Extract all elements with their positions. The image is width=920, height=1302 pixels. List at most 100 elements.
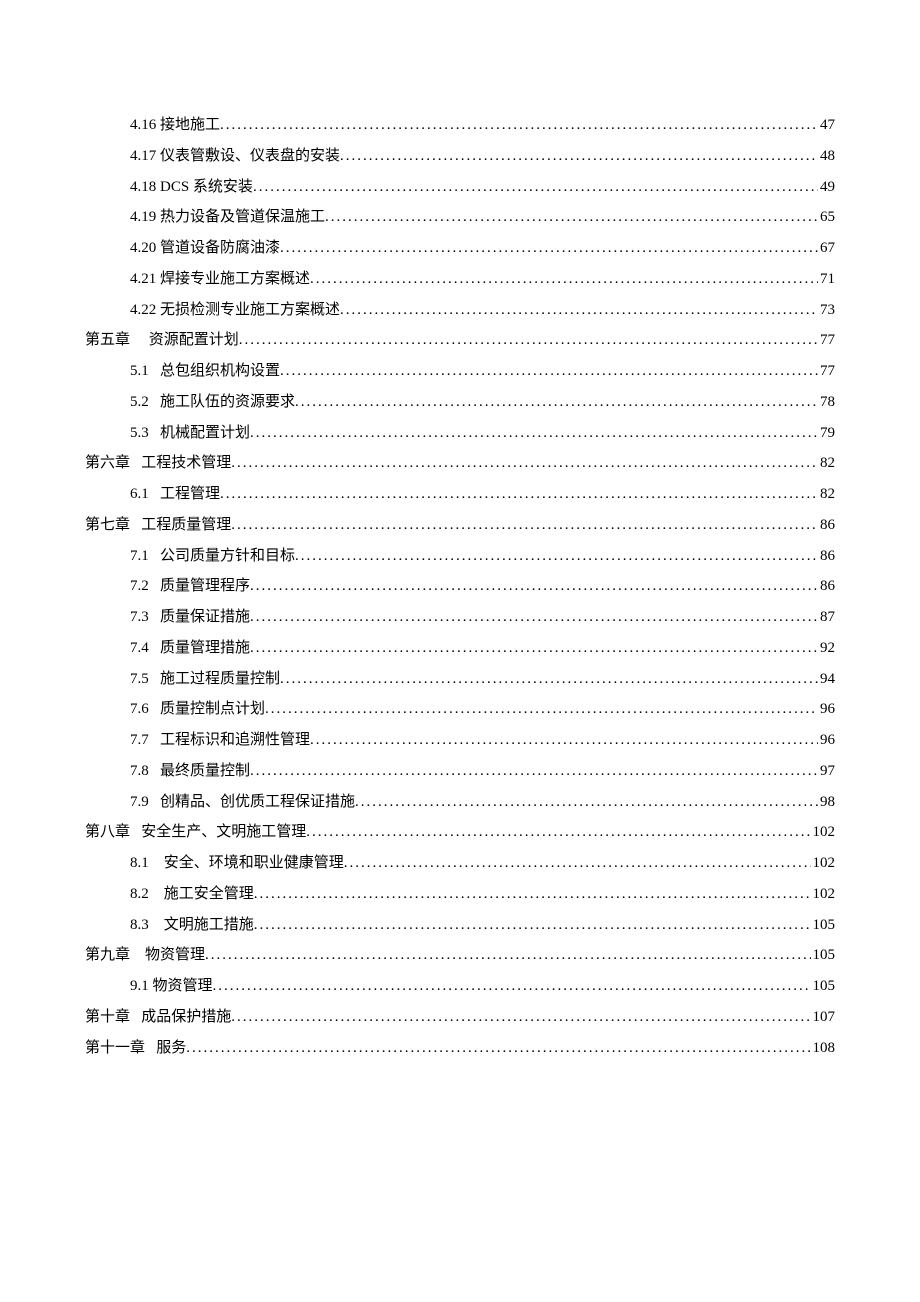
toc-entry: 7.7 工程标识和追溯性管理96 — [85, 725, 835, 756]
toc-entry: 5.2 施工队伍的资源要求78 — [85, 387, 835, 418]
toc-entry-title: 服务 — [156, 1033, 186, 1064]
toc-dot-leader — [254, 879, 811, 910]
toc-entry-sep — [130, 817, 141, 848]
toc-entry-page: 77 — [818, 325, 835, 356]
toc-entry-number: 5.2 — [130, 387, 149, 418]
toc-entry-title: 质量管理程序 — [160, 571, 250, 602]
toc-entry-sep — [149, 725, 160, 756]
toc-entry-page: 96 — [818, 694, 835, 725]
toc-entry-number: 第六章 — [85, 448, 130, 479]
toc-entry: 7.2 质量管理程序 86 — [85, 571, 835, 602]
toc-entry-title: 工程质量管理 — [141, 510, 231, 541]
toc-entry: 6.1 工程管理82 — [85, 479, 835, 510]
toc-entry-title: 管道设备防腐油漆 — [160, 233, 280, 264]
toc-entry: 5.1 总包组织机构设置77 — [85, 356, 835, 387]
toc-entry-page: 79 — [818, 418, 835, 449]
toc-dot-leader — [220, 110, 818, 141]
toc-entry: 5.3 机械配置计划79 — [85, 418, 835, 449]
toc-entry-page: 77 — [818, 356, 835, 387]
toc-entry: 7.3 质量保证措施87 — [85, 602, 835, 633]
toc-entry-number: 7.9 — [130, 787, 149, 818]
toc-entry-number: 7.6 — [130, 694, 149, 725]
toc-entry-sep — [130, 940, 145, 971]
toc-entry-number: 7.2 — [130, 571, 149, 602]
toc-entry: 第八章 安全生产、文明施工管理 102 — [85, 817, 835, 848]
toc-dot-leader — [344, 848, 811, 879]
toc-dot-leader — [280, 356, 818, 387]
toc-entry: 第十章 成品保护措施107 — [85, 1002, 835, 1033]
toc-entry-title: 接地施工 — [160, 110, 220, 141]
toc-entry: 4.17 仪表管敷设、仪表盘的安装48 — [85, 141, 835, 172]
toc-dot-leader — [186, 1033, 810, 1064]
toc-entry: 4.22 无损检测专业施工方案概述73 — [85, 295, 835, 326]
toc-entry-number: 8.1 — [130, 848, 149, 879]
toc-entry-page: 105 — [811, 910, 836, 941]
toc-entry-title: DCS 系统安装 — [160, 172, 253, 203]
toc-entry: 第七章 工程质量管理86 — [85, 510, 835, 541]
toc-entry-sep — [130, 510, 141, 541]
toc-entry-sep — [149, 848, 164, 879]
toc-entry-title: 资源配置计划 — [149, 325, 239, 356]
toc-entry-number: 第九章 — [85, 940, 130, 971]
toc-entry-number: 第十章 — [85, 1002, 130, 1033]
toc-entry-title: 施工安全管理 — [164, 879, 254, 910]
toc-entry-number: 4.19 — [130, 202, 156, 233]
toc-dot-leader — [265, 694, 818, 725]
toc-dot-leader — [250, 418, 818, 449]
toc-entry-sep — [149, 879, 164, 910]
toc-dot-leader — [250, 756, 818, 787]
toc-entry-page: 105 — [811, 940, 836, 971]
toc-entry: 第十一章 服务 108 — [85, 1033, 835, 1064]
toc-entry: 8.3 文明施工措施105 — [85, 910, 835, 941]
toc-entry-page: 108 — [811, 1033, 836, 1064]
toc-entry-page: 86 — [818, 571, 835, 602]
toc-entry-title: 公司质量方针和目标 — [160, 541, 295, 572]
toc-dot-leader — [295, 541, 818, 572]
toc-entry-page: 48 — [818, 141, 835, 172]
toc-entry-page: 94 — [818, 664, 835, 695]
toc-entry-number: 4.18 — [130, 172, 156, 203]
toc-entry: 第六章 工程技术管理82 — [85, 448, 835, 479]
toc-dot-leader — [231, 1002, 810, 1033]
toc-entry-number: 第八章 — [85, 817, 130, 848]
toc-entry-number: 第十一章 — [85, 1033, 145, 1064]
toc-entry-sep — [149, 664, 160, 695]
toc-entry: 4.20 管道设备防腐油漆67 — [85, 233, 835, 264]
toc-entry-title: 物资管理 — [153, 971, 213, 1002]
toc-entry-sep — [149, 356, 160, 387]
toc-entry-title: 质量控制点计划 — [160, 694, 265, 725]
toc-entry-page: 98 — [818, 787, 835, 818]
toc-entry-title: 焊接专业施工方案概述 — [160, 264, 310, 295]
toc-entry-title: 成品保护措施 — [141, 1002, 231, 1033]
toc-entry-page: 82 — [818, 448, 835, 479]
toc-entry-title: 安全生产、文明施工管理 — [141, 817, 306, 848]
toc-entry-page: 82 — [818, 479, 835, 510]
toc-entry-sep — [130, 1002, 141, 1033]
toc-dot-leader — [355, 787, 818, 818]
toc-entry-number: 4.17 — [130, 141, 156, 172]
toc-entry: 7.5 施工过程质量控制94 — [85, 664, 835, 695]
toc-entry-number: 第七章 — [85, 510, 130, 541]
toc-entry-title: 物资管理 — [145, 940, 205, 971]
toc-dot-leader — [250, 602, 818, 633]
toc-entry-number: 7.8 — [130, 756, 149, 787]
toc-entry: 9.1 物资管理105 — [85, 971, 835, 1002]
toc-entry-sep — [149, 479, 160, 510]
toc-entry: 4.19 热力设备及管道保温施工65 — [85, 202, 835, 233]
toc-entry-number: 4.22 — [130, 295, 156, 326]
toc-entry-number: 8.3 — [130, 910, 149, 941]
toc-entry-page: 102 — [811, 817, 836, 848]
toc-entry-page: 102 — [811, 848, 836, 879]
toc-dot-leader — [340, 141, 818, 172]
toc-entry-number: 第五章 — [85, 325, 130, 356]
toc-entry-sep — [149, 602, 160, 633]
toc-entry-page: 47 — [818, 110, 835, 141]
toc-dot-leader — [205, 940, 810, 971]
toc-entry-page: 73 — [818, 295, 835, 326]
toc-entry-title: 安全、环境和职业健康管理 — [164, 848, 344, 879]
toc-entry-title: 施工队伍的资源要求 — [160, 387, 295, 418]
toc-entry-sep — [149, 787, 160, 818]
toc-entry-sep — [130, 325, 149, 356]
toc-entry-page: 86 — [818, 541, 835, 572]
toc-dot-leader — [280, 664, 818, 695]
